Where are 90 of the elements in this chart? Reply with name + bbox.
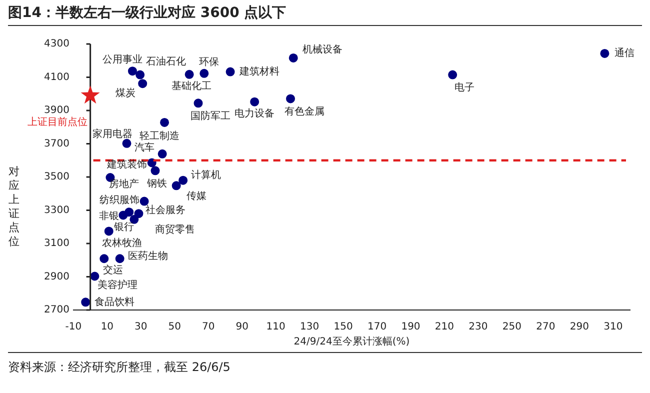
x-tick-label: 310 [604, 322, 623, 333]
point [158, 149, 167, 158]
annotation: 煤炭 [116, 87, 136, 100]
point [226, 67, 235, 76]
x-tick-label: 190 [401, 322, 420, 333]
point [147, 158, 156, 168]
annotation: 交运 [103, 264, 124, 276]
point [150, 166, 160, 176]
annotation: 国防军工 [190, 110, 230, 122]
point [448, 70, 458, 80]
y-tick-label: 3500 [44, 172, 70, 183]
point [136, 70, 145, 80]
annotation: 建筑材料 [238, 65, 280, 78]
x-tick-label: 130 [300, 322, 320, 333]
annotation: 机械设备 [302, 44, 342, 56]
x-tick-label: 50 [168, 322, 182, 333]
annotation: 美容护理 [98, 278, 138, 291]
point [286, 94, 296, 104]
point [80, 86, 100, 104]
point [178, 176, 188, 185]
annotation: 基础化工 [171, 80, 212, 92]
annotation: 商贸零售 [155, 224, 196, 236]
annotation: 电子 [454, 81, 475, 94]
annotation: 传媒 [186, 191, 206, 202]
point [194, 98, 203, 108]
annotation: 家用电器 [92, 128, 133, 140]
annotation: 计算机 [191, 168, 222, 181]
annotation: 农林牧渔 [102, 236, 142, 249]
point [130, 214, 139, 224]
x-tick-label: 90 [236, 322, 248, 333]
point [172, 181, 181, 190]
point [122, 138, 132, 148]
y-tick-label: 3300 [44, 204, 70, 216]
annotation: 公用事业 [102, 54, 142, 66]
annotation: 石油石化 [146, 55, 186, 68]
x-tick-label: -10 [65, 322, 82, 333]
x-axis-title: 24/9/24至今累计涨幅(%) [294, 336, 410, 348]
point [138, 79, 148, 88]
x-tick-label: 150 [334, 322, 353, 333]
chart-title: 图14：半数左右一级行业对应 3600 点以下 [8, 4, 642, 26]
point [600, 48, 610, 58]
point [140, 196, 149, 206]
y-tick-label: 2900 [44, 271, 70, 282]
annotation: 纺织服饰 [99, 194, 140, 206]
annotation: 食品饮料 [94, 296, 135, 308]
point [90, 272, 100, 281]
annotation: 轻工制造 [140, 130, 180, 142]
annotation: 非银 [99, 210, 120, 222]
annotation: 电力设备 [234, 107, 275, 120]
y-tick-label: 3100 [44, 238, 70, 250]
x-tick-label: 290 [570, 322, 589, 333]
x-tick-label: 10 [100, 322, 114, 333]
point [100, 254, 109, 264]
x-tick-label: 30 [134, 322, 148, 333]
point [288, 53, 298, 62]
annotation: 银行 [113, 222, 134, 233]
x-tick-label: 70 [202, 322, 215, 333]
x-tick-label: 230 [468, 322, 488, 333]
point [124, 208, 134, 217]
y-tick-label: 4100 [44, 72, 70, 83]
point [160, 118, 170, 127]
point [184, 70, 194, 79]
point [81, 298, 90, 307]
point [128, 66, 137, 76]
y-axis-title: 对应上证点位 [8, 164, 20, 248]
x-tick-label: 110 [266, 322, 286, 333]
y-tick-label: 3900 [44, 105, 70, 116]
annotation: 通信 [614, 47, 635, 60]
point [134, 209, 144, 218]
annotation: 医药生物 [128, 250, 168, 262]
annotation: 有色金属 [284, 105, 325, 118]
annotation: 环保 [199, 57, 220, 68]
annotation: 上证目前点位 [27, 116, 88, 128]
y-tick-label: 3700 [44, 138, 70, 150]
x-tick-label: 170 [367, 322, 387, 333]
annotation: 钢铁 [146, 177, 168, 190]
annotation: 房地产 [109, 178, 140, 190]
annotation: 社会服务 [146, 204, 186, 216]
point [250, 97, 260, 106]
annotation: 建筑装饰 [106, 158, 147, 170]
x-tick-label: 210 [434, 322, 454, 333]
point [200, 68, 209, 78]
x-tick-label: 250 [502, 322, 522, 333]
point [104, 226, 114, 236]
y-tick-label: 4300 [44, 38, 70, 50]
x-tick-label: 270 [536, 322, 556, 333]
point [115, 254, 124, 264]
y-tick-label: 2700 [44, 304, 70, 316]
text: 资料来源：经济研究所整理，截至 26/6/5 [8, 352, 642, 376]
annotation: 汽车 [134, 141, 154, 154]
